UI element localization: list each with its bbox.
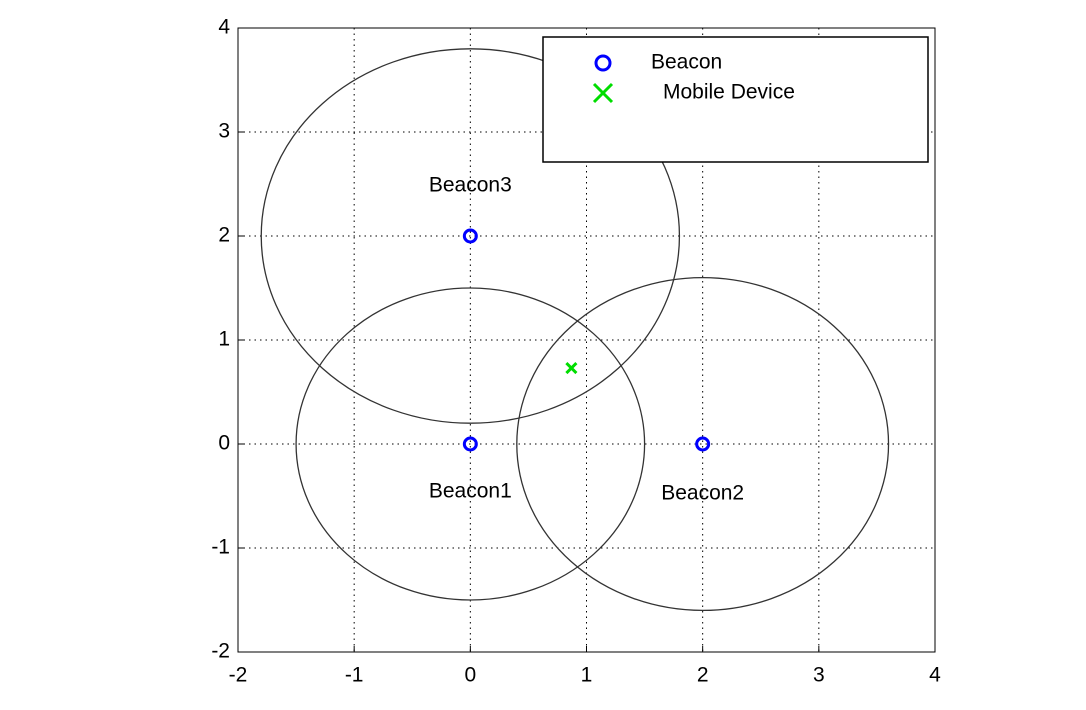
point-label: Beacon2	[661, 482, 744, 505]
axes-box	[237, 27, 936, 653]
y-tick-label: 1	[218, 328, 230, 351]
y-tick-label: 4	[218, 16, 230, 39]
y-tick-label: -2	[211, 640, 230, 663]
x-tick-label: 3	[813, 664, 825, 687]
x-tick-label: -1	[345, 664, 364, 687]
x-tick-label: 4	[929, 664, 941, 687]
marker	[462, 436, 478, 452]
point-label: Beacon3	[429, 174, 512, 197]
point-label: Beacon1	[429, 480, 512, 503]
y-tick-label: 0	[218, 432, 230, 455]
marker	[462, 228, 478, 244]
y-tick-label: 2	[218, 224, 230, 247]
legend-marker	[594, 54, 612, 72]
range-circle	[260, 48, 681, 424]
range-circle	[516, 276, 890, 612]
legend: Beacon Mobile Device	[542, 36, 929, 163]
y-tick-label: -1	[211, 536, 230, 559]
y-tick-label: 3	[218, 120, 230, 143]
legend-marker	[592, 82, 614, 104]
range-circle	[295, 287, 646, 601]
x-tick-label: 1	[581, 664, 593, 687]
marker	[695, 436, 711, 452]
marker	[565, 362, 578, 375]
legend-label: Beacon	[651, 51, 722, 74]
x-tick-label: 0	[464, 664, 476, 687]
x-tick-label: -2	[229, 664, 248, 687]
legend-label: Mobile Device	[663, 81, 795, 104]
x-tick-label: 2	[697, 664, 709, 687]
